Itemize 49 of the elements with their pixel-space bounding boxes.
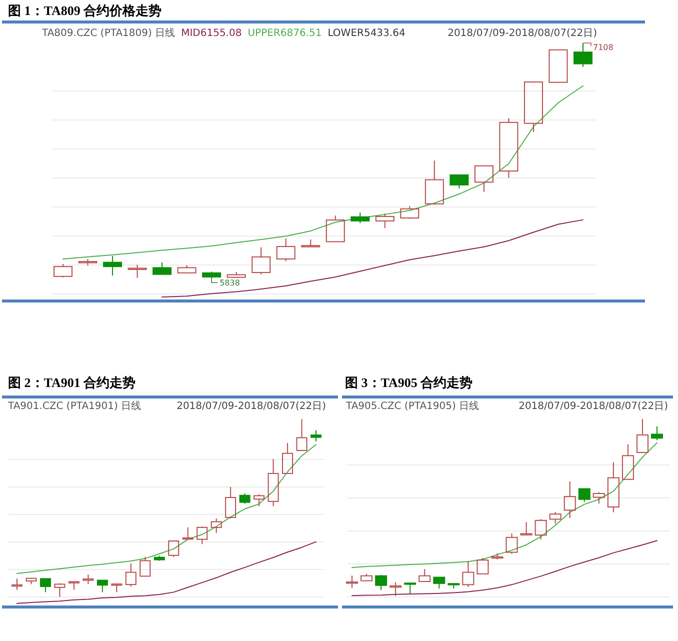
chart-subtitle: TA905.CZC (PTA1905) 日线 <box>345 400 480 412</box>
chart-title: 图 2：TA901 合约走势 <box>8 375 136 390</box>
chart-subtitle: TA901.CZC (PTA1901) 日线 <box>7 400 142 412</box>
candlestick <box>390 582 402 596</box>
candlestick <box>252 246 271 275</box>
candlestick <box>574 42 592 68</box>
annotation: 5838 <box>220 278 240 288</box>
candlestick <box>12 578 22 590</box>
candlestick <box>564 480 576 518</box>
candlestick <box>499 118 518 178</box>
candlestick <box>474 165 494 192</box>
candlestick <box>225 486 236 519</box>
candlestick <box>301 238 320 248</box>
candlestick <box>182 526 194 540</box>
candlestick <box>282 442 294 474</box>
candlestick <box>96 580 108 593</box>
candlestick <box>636 418 648 453</box>
text: 2018/07/09-2018/08/07(22日) <box>518 401 668 412</box>
candlestick <box>418 568 431 582</box>
candlestick <box>268 458 279 507</box>
candlestick <box>549 512 562 524</box>
text: 2018/07/09-2018/08/07(22日) <box>176 401 326 412</box>
candlestick <box>346 575 358 588</box>
candlestick <box>54 582 66 598</box>
candlestick <box>424 160 444 206</box>
annotation: 7108 <box>593 43 614 52</box>
candlestick <box>375 213 394 229</box>
candlestick <box>622 444 634 480</box>
candlestick <box>404 582 416 595</box>
chart-subtitle: TA809.CZC (PTA1809) 日线 <box>41 27 176 39</box>
candlestick <box>534 518 547 540</box>
text: UPPER6876.51 <box>248 28 322 39</box>
candlestick <box>607 462 620 513</box>
text: MID6155.08 <box>181 28 242 39</box>
candlestick <box>125 562 136 587</box>
text: 2018/07/09-2018/08/07(22日) <box>448 28 598 39</box>
candlestick <box>296 418 308 452</box>
candlestick <box>103 255 122 276</box>
chart-title: 图 1：TA809 合约价格走势 <box>8 3 162 18</box>
candlestick <box>651 426 663 441</box>
candlestick <box>276 238 296 262</box>
candlestick <box>128 264 147 278</box>
candlestick <box>462 560 474 588</box>
candlestick <box>524 81 543 133</box>
candlestick <box>520 522 532 536</box>
candlestick <box>548 49 568 83</box>
candlestick <box>111 584 122 593</box>
legend-label: LOWER5433.64 <box>328 28 406 39</box>
chart-title: 图 3：TA905 合约走势 <box>345 375 473 390</box>
